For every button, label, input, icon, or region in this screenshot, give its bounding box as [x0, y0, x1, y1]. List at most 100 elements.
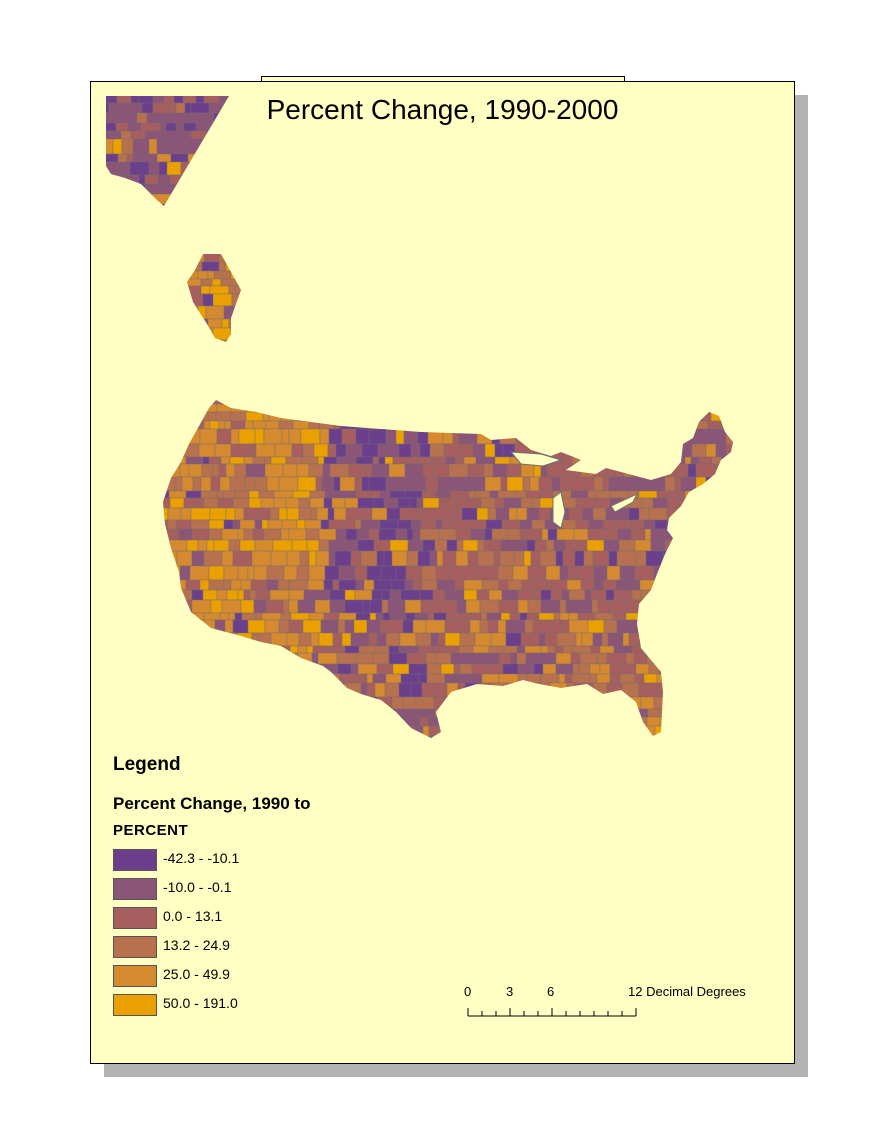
- county-cell: [186, 138, 205, 155]
- county-cell: [640, 428, 660, 445]
- county-cell: [379, 490, 391, 499]
- county-cell: [438, 497, 449, 509]
- county-cell: [681, 632, 702, 647]
- county-cell: [379, 519, 399, 530]
- county-cell: [291, 443, 304, 458]
- county-cell: [568, 619, 589, 634]
- county-cell: [502, 663, 519, 675]
- county-cell: [398, 682, 412, 698]
- county-cell: [166, 411, 174, 422]
- county-cell: [389, 490, 406, 499]
- county-cell: [477, 550, 495, 567]
- county-cell: [402, 619, 414, 634]
- county-cell: [621, 420, 631, 430]
- county-cell: [339, 490, 357, 499]
- county-cell: [157, 174, 171, 185]
- county-cell: [138, 96, 154, 104]
- county-cell: [415, 400, 424, 405]
- county-cell: [537, 696, 555, 710]
- county-cell: [602, 519, 616, 530]
- county-cell: [172, 420, 181, 430]
- county-cell: [540, 645, 549, 654]
- county-cell: [169, 539, 188, 552]
- county-cell: [263, 528, 282, 541]
- county-cell: [417, 645, 434, 654]
- county-cell: [328, 736, 338, 738]
- county-cell: [265, 420, 280, 430]
- county-cell: [232, 519, 241, 530]
- county-cell: [657, 403, 666, 413]
- county-cell: [585, 443, 593, 458]
- county-cell: [304, 519, 322, 530]
- county-cell: [363, 579, 375, 591]
- county-cell: [546, 736, 555, 738]
- county-cell: [237, 528, 245, 541]
- county-cell: [631, 589, 642, 601]
- county-cell: [286, 550, 301, 567]
- county-cell: [583, 736, 601, 738]
- county-cell: [596, 673, 611, 684]
- county-cell: [505, 632, 522, 647]
- county-cell: [267, 645, 280, 654]
- county-cell: [163, 725, 172, 738]
- county-cell: [576, 565, 595, 581]
- county-cell: [163, 708, 177, 718]
- county-cell: [141, 102, 154, 114]
- county-cell: [240, 579, 252, 591]
- county-cell: [487, 663, 504, 675]
- county-cell: [385, 632, 401, 647]
- county-cell: [216, 428, 232, 445]
- county-cell: [617, 528, 632, 541]
- county-cell: [384, 682, 400, 698]
- county-cell: [232, 682, 242, 698]
- county-cell: [724, 632, 733, 647]
- county-cell: [208, 579, 225, 591]
- county-cell: [519, 519, 533, 530]
- county-cell: [526, 673, 542, 684]
- county-cell: [243, 589, 251, 601]
- county-cell: [555, 652, 572, 665]
- county-cell: [286, 403, 300, 413]
- county-cell: [509, 420, 528, 430]
- county-cell: [360, 519, 381, 530]
- county-cell: [530, 403, 545, 413]
- county-cell: [640, 696, 655, 710]
- county-cell: [555, 663, 574, 675]
- county-cell: [409, 476, 426, 492]
- county-cell: [222, 193, 229, 205]
- county-cell: [422, 497, 440, 509]
- county-cell: [687, 463, 697, 478]
- county-cell: [615, 579, 630, 591]
- county-cell: [296, 663, 312, 675]
- county-cell: [444, 736, 465, 738]
- county-cell: [187, 339, 202, 342]
- scale-tick-label-6: 6: [547, 984, 555, 999]
- county-cell: [522, 476, 531, 492]
- county-cell: [424, 476, 439, 492]
- county-cell: [213, 539, 230, 552]
- county-cell: [130, 130, 146, 140]
- county-cell: [200, 476, 212, 492]
- county-cell: [258, 490, 275, 499]
- county-cell: [584, 420, 603, 430]
- county-cell: [200, 403, 218, 413]
- county-cell: [175, 612, 194, 621]
- county-cell: [194, 725, 207, 738]
- county-cell: [609, 420, 623, 430]
- county-cell: [477, 400, 485, 405]
- county-cell: [210, 599, 223, 614]
- county-cell: [212, 327, 232, 341]
- county-cell: [716, 579, 733, 591]
- county-cell: [440, 663, 455, 675]
- county-cell: [603, 619, 618, 634]
- county-cell: [376, 632, 387, 647]
- county-cell: [506, 463, 522, 478]
- county-cell: [376, 663, 394, 675]
- county-cell: [151, 193, 172, 205]
- county-cell: [461, 403, 470, 413]
- county-cell: [193, 673, 206, 684]
- county-cell: [504, 736, 513, 738]
- county-cell: [344, 599, 364, 614]
- county-cell: [678, 579, 697, 591]
- county-cell: [218, 254, 238, 263]
